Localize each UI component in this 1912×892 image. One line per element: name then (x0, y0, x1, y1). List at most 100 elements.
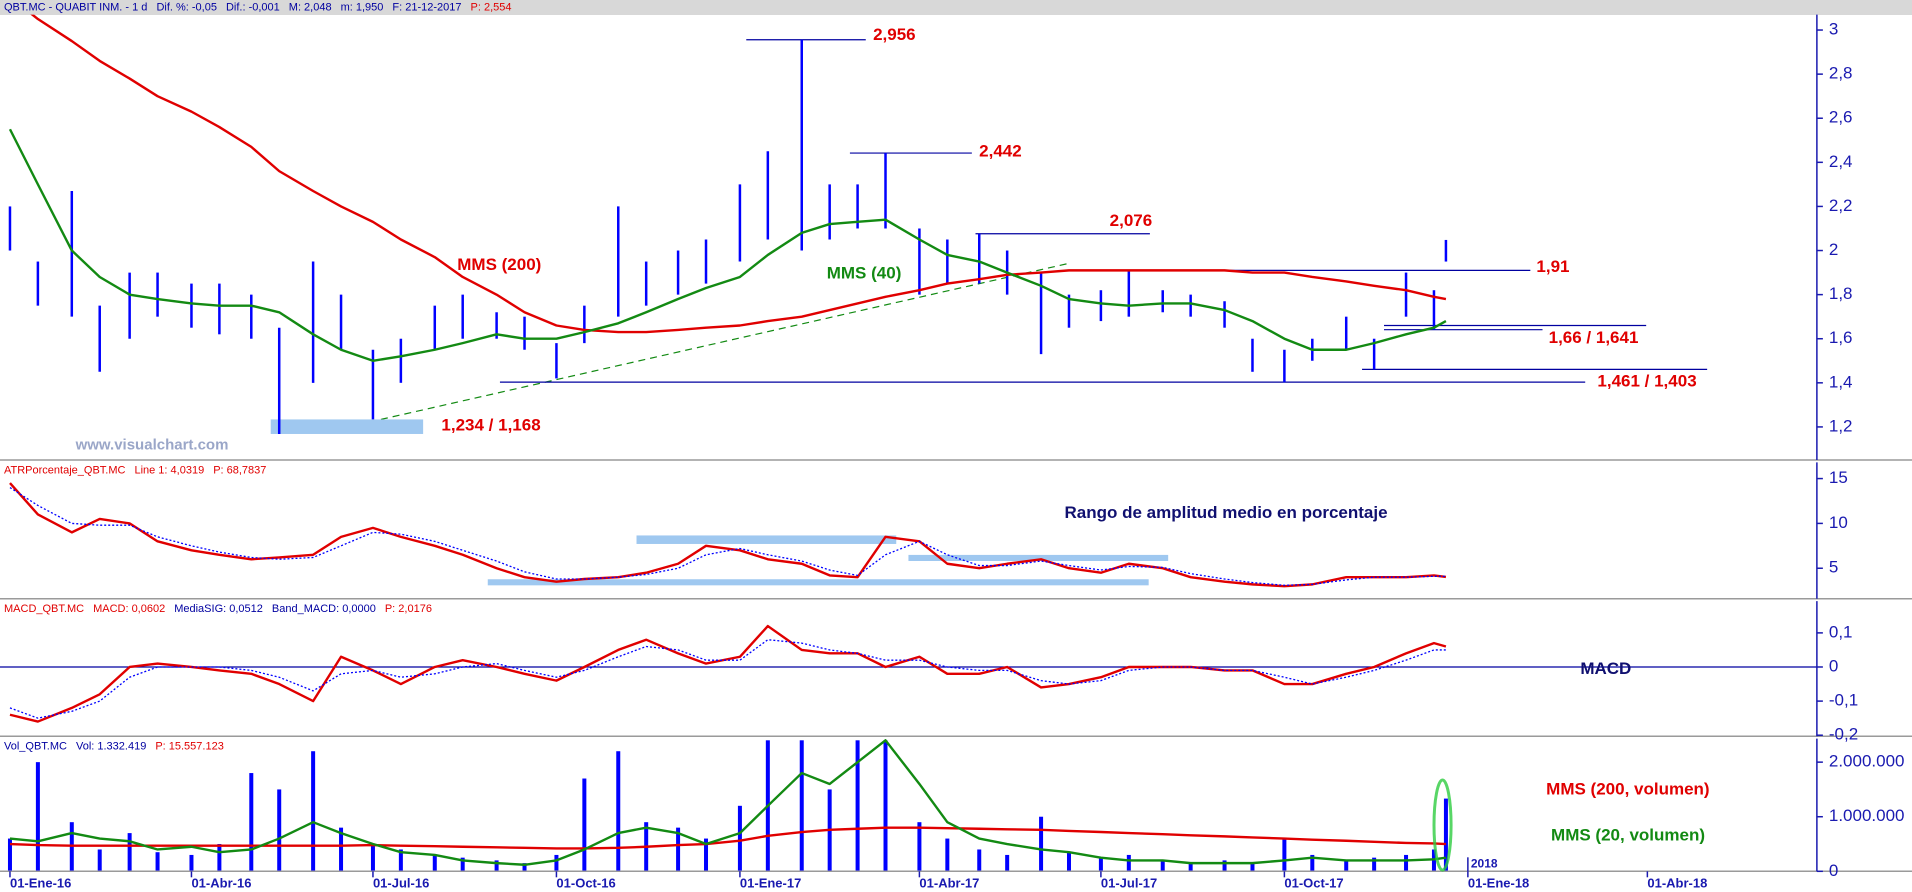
panel-title: Rango de amplitud medio en porcentaje (1065, 503, 1388, 522)
y-tick-label: -0,2 (1829, 725, 1858, 744)
volume-bar (1126, 854, 1131, 872)
volume-bar (1039, 816, 1044, 872)
y-tick-label: 15 (1829, 468, 1848, 487)
volume-bar (1250, 863, 1255, 872)
volume-bar (277, 789, 282, 872)
highlight-box (908, 554, 1169, 561)
volume-bar (1404, 854, 1409, 872)
y-tick-label: 5 (1829, 558, 1838, 577)
panel-header: Band_MACD: 0,0000 (272, 603, 376, 615)
volume-bar (249, 773, 254, 872)
volume-bar (97, 849, 102, 872)
annotation-label: 1,66 / 1,641 (1549, 328, 1639, 347)
series-line (9, 486, 1446, 586)
panel-title: MACD (1580, 659, 1631, 678)
panel-header: MACD_QBT.MC (4, 603, 84, 615)
y-tick-label: 2,2 (1829, 196, 1853, 215)
panel-header: M: 2,048 (289, 1, 332, 13)
volume-bar (1344, 860, 1349, 872)
x-tick-label: 01-Abr-18 (1647, 876, 1707, 891)
x-tick-label: 01-Jul-17 (1101, 876, 1157, 891)
panel (0, 624, 1817, 723)
series-line (30, 14, 1447, 334)
x-tick-label: 01-Ene-16 (10, 876, 71, 891)
volume-bar (1310, 854, 1315, 872)
volume-bar (1160, 860, 1165, 872)
volume-bar (554, 854, 559, 872)
panel-header: F: 21-12-2017 (392, 1, 461, 13)
panel (9, 482, 1447, 588)
panel-header: QBT.MC - QUABIT INM. - 1 d (4, 1, 147, 13)
volume-bar (855, 740, 860, 872)
panel-header: P: 15.557.123 (155, 741, 224, 753)
y-tick-label: 0 (1829, 861, 1838, 880)
annotation-label: 2,956 (873, 25, 916, 44)
volume-bar (311, 751, 316, 872)
volume-bar (737, 805, 742, 872)
year-tick-label: 2018 (1471, 856, 1498, 870)
panel-header: Dif.: -0,001 (226, 1, 280, 13)
panel-header: MediaSIG: 0,0512 (174, 603, 263, 615)
volume-bar (155, 852, 160, 872)
volume-bar (1098, 857, 1103, 872)
panel-header: Line 1: 4,0319 (134, 464, 204, 476)
highlight-box (636, 535, 897, 544)
annotation-label: 2,442 (979, 142, 1022, 161)
y-tick-label: 1,2 (1829, 416, 1853, 435)
volume-bar (398, 849, 403, 872)
volume-bar (616, 751, 621, 872)
annotation-label: 1,234 / 1,168 (441, 415, 540, 434)
annotation-label: 1,461 / 1,403 (1597, 372, 1696, 391)
series-line (9, 482, 1447, 588)
y-tick-label: 3 (1829, 20, 1838, 39)
volume-bar (522, 863, 527, 872)
panel-header: P: 68,7837 (213, 464, 266, 476)
trendline (380, 263, 1068, 421)
volume-bar (1372, 857, 1377, 872)
y-tick-label: 0,1 (1829, 622, 1853, 641)
volume-bar (1005, 854, 1010, 872)
y-tick-label: 10 (1829, 513, 1848, 532)
volume-bar (432, 854, 437, 872)
panel-header: P: 2,554 (471, 1, 512, 13)
y-tick-label: 2,6 (1829, 108, 1853, 127)
volume-bar (370, 844, 375, 872)
y-tick-label: -0,1 (1829, 691, 1858, 710)
series-line (9, 739, 1447, 866)
volume-bar (1066, 852, 1071, 872)
y-tick-label: 2.000.000 (1829, 752, 1905, 771)
volume-bar (494, 860, 499, 872)
volume-bar (799, 740, 804, 872)
panel-header: P: 2,0176 (385, 603, 432, 615)
header-band (0, 0, 1912, 15)
series-label: MMS (40) (827, 263, 902, 282)
series-label: MMS (200) (457, 255, 541, 274)
panel-header: m: 1,950 (341, 1, 384, 13)
panel (7, 739, 1448, 872)
x-tick-label: 01-Jul-16 (373, 876, 429, 891)
volume-bar (339, 827, 344, 872)
volume-bar (35, 762, 40, 872)
annotation-label: 2,076 (1110, 211, 1153, 230)
volume-bar (945, 838, 950, 872)
annotation-box (270, 419, 424, 434)
panel-header: Vol: 1.332.419 (76, 741, 146, 753)
volume-bar (704, 838, 709, 872)
series-line (9, 624, 1447, 723)
x-tick-label: 01-Abr-17 (919, 876, 979, 891)
volume-bar (977, 849, 982, 872)
series-label: MMS (20, volumen) (1551, 826, 1705, 845)
volume-bar (582, 778, 587, 872)
volume-bar (217, 844, 222, 872)
highlight-box (487, 579, 1149, 586)
y-tick-label: 1,6 (1829, 328, 1853, 347)
y-tick-label: 1.000.000 (1829, 806, 1905, 825)
panel-header: Dif. %: -0,05 (156, 1, 217, 13)
volume-bar (7, 838, 12, 872)
x-tick-label: 01-Ene-17 (740, 876, 801, 891)
volume-bar (1188, 863, 1193, 872)
watermark: www.visualchart.com (75, 436, 229, 453)
volume-bar (127, 833, 132, 872)
